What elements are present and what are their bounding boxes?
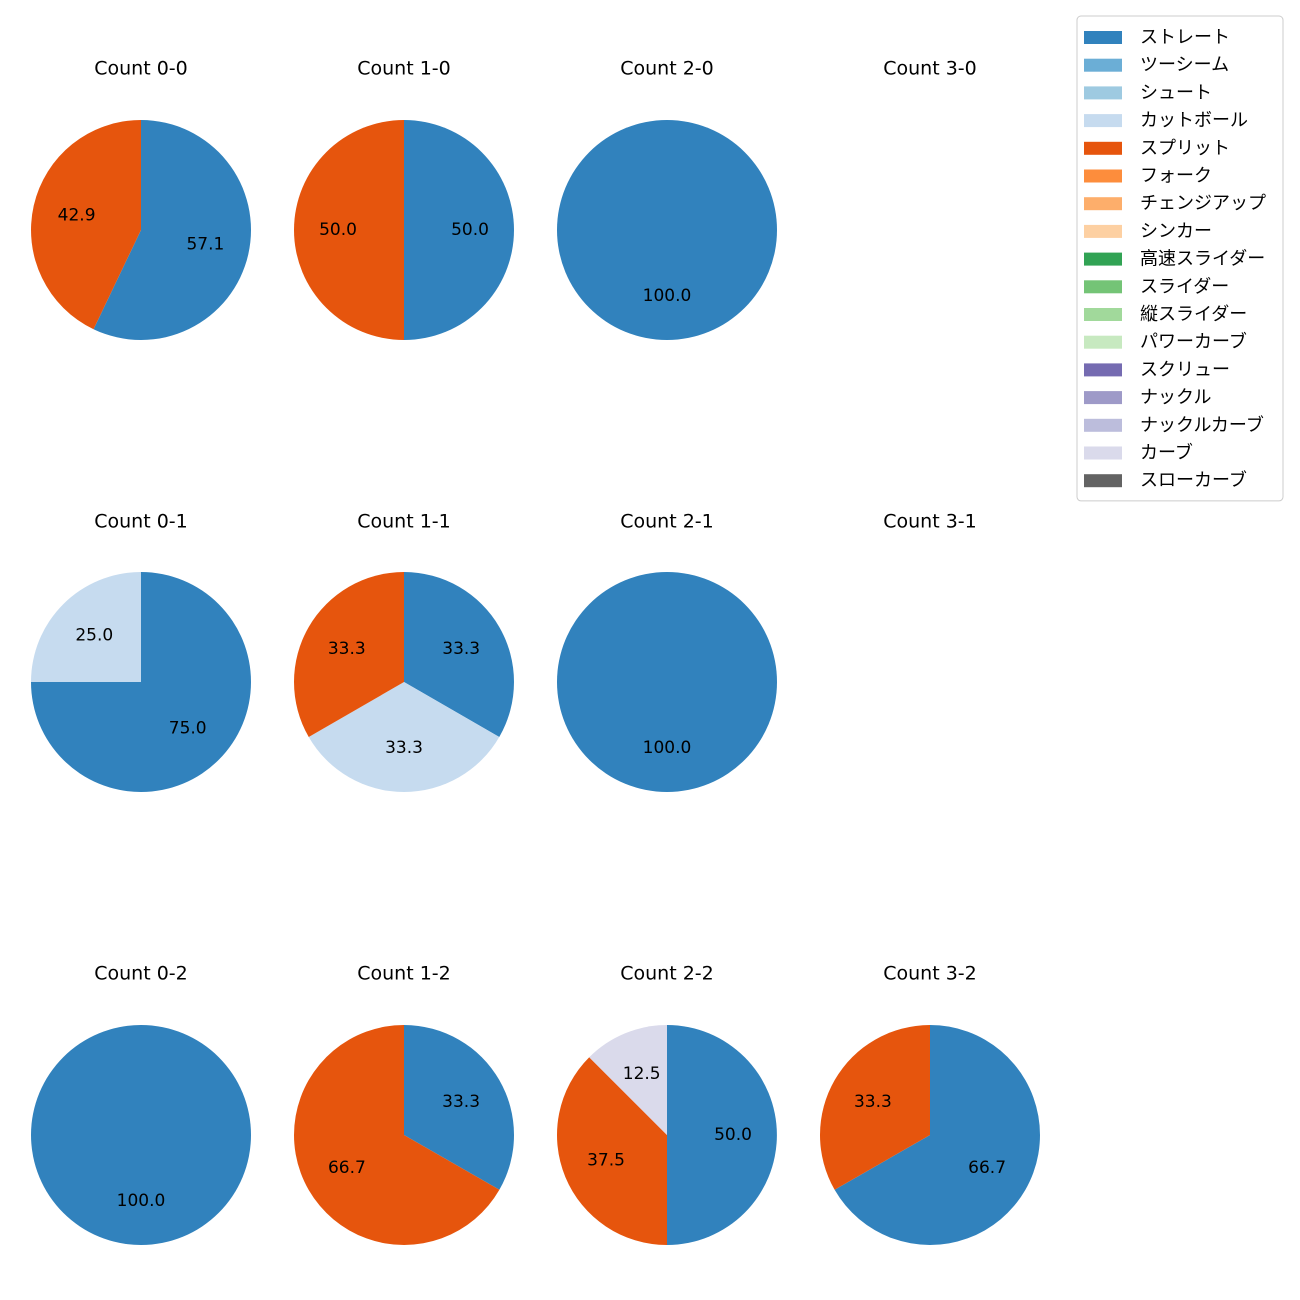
pie-slice-count-1-0 — [294, 120, 404, 340]
pie-slice-label: 25.0 — [75, 625, 113, 645]
legend-swatch — [1084, 86, 1122, 100]
pie-count-0-1: Count 0-1 75.0 25.0 — [31, 511, 251, 792]
pie-title: Count 1-0 — [357, 58, 451, 80]
pie-title: Count 3-0 — [883, 58, 977, 80]
pie-slice-count-2-2 — [589, 1025, 667, 1135]
legend-swatch — [1084, 280, 1122, 294]
legend-entry-label: ナックル — [1140, 387, 1211, 408]
pie-slice-label: 33.3 — [385, 738, 423, 758]
legend-swatch — [1084, 335, 1122, 349]
pie-slice-label: 66.7 — [328, 1158, 366, 1178]
pie-title: Count 1-2 — [357, 963, 451, 985]
pie-count-3-1: Count 3-1 — [883, 511, 977, 533]
pie-slice-count-0-1 — [31, 572, 141, 682]
pie-count-3-2: Count 3-2 66.7 33.3 — [819, 963, 1040, 1245]
pie-count-3-0: Count 3-0 — [883, 58, 977, 80]
pie-slice-label: 50.0 — [319, 220, 357, 240]
pie-title: Count 1-1 — [357, 511, 451, 533]
pie-slice-count-2-2 — [557, 1057, 667, 1245]
pie-slice-label: 42.9 — [58, 205, 96, 225]
legend-entry-label: スライダー — [1140, 276, 1229, 297]
pie-title: Count 2-1 — [620, 511, 714, 533]
pie-count-1-0: Count 1-0 50.0 50.0 — [294, 58, 514, 340]
legend-entry-label: スプリット — [1140, 138, 1230, 159]
legend-entry-label: カットボール — [1140, 110, 1248, 131]
pie-slice-label: 33.3 — [328, 639, 366, 659]
pie-slice-count-1-2 — [404, 1025, 515, 1190]
pie-slice-count-0-2 — [31, 1025, 251, 1245]
legend-swatch — [1084, 114, 1122, 128]
pie-slice-count-2-0 — [557, 120, 777, 340]
pie-title: Count 2-2 — [620, 963, 714, 985]
legend-swatch — [1084, 391, 1122, 405]
legend-swatch — [1084, 418, 1122, 432]
pie-slice-label: 75.0 — [169, 719, 207, 739]
pie-title: Count 0-1 — [94, 511, 188, 533]
pie-slice-count-1-1 — [308, 682, 500, 792]
pie-slice-label: 33.3 — [442, 639, 480, 659]
pie-slice-label: 50.0 — [714, 1125, 752, 1145]
legend-entry-label: スローカーブ — [1140, 469, 1247, 491]
pie-slice-count-1-1 — [294, 572, 404, 737]
legend-entry-label: カーブ — [1140, 442, 1193, 464]
pie-title: Count 0-0 — [94, 58, 188, 80]
pie-slice-label: 57.1 — [186, 235, 224, 255]
legend-entry-label: フォーク — [1140, 166, 1212, 187]
legend-entry-label: シンカー — [1140, 221, 1212, 242]
pie-slice-count-2-1 — [557, 572, 777, 792]
pie-title: Count 3-1 — [883, 511, 977, 533]
legend-entry-label: ストレート — [1140, 27, 1230, 48]
pie-slice-label: 33.3 — [442, 1092, 480, 1112]
legend-swatch — [1084, 197, 1122, 211]
legend-entry-label: ナックルカーブ — [1140, 414, 1264, 436]
legend-swatch — [1084, 363, 1122, 377]
legend-entry-label: チェンジアップ — [1140, 193, 1266, 214]
pie-slice-label: 66.7 — [968, 1158, 1006, 1178]
legend-swatch — [1084, 169, 1122, 183]
pie-slice-label: 37.5 — [587, 1150, 625, 1170]
pie-slice-label: 100.0 — [117, 1191, 166, 1211]
pie-title: Count 2-0 — [620, 58, 714, 80]
pie-title: Count 0-2 — [94, 963, 188, 985]
legend-swatch — [1084, 308, 1122, 321]
legend-swatch — [1084, 474, 1122, 488]
legend-entry-label: パワーカーブ — [1140, 331, 1247, 353]
legend-frame — [1076, 15, 1284, 502]
legend-entry-label: シュート — [1140, 82, 1212, 103]
pie-slice-label: 100.0 — [643, 738, 692, 758]
legend-swatch — [1084, 446, 1122, 460]
legend-swatch — [1084, 58, 1122, 72]
pie-slice-count-1-0 — [404, 120, 514, 340]
legend-entry-label: 高速スライダー — [1140, 249, 1265, 270]
pie-count-1-1: Count 1-1 33.3 33.3 33.3 — [294, 511, 514, 792]
legend-entry-label: 縦スライダー — [1140, 304, 1247, 325]
pie-count-1-2: Count 1-2 33.3 66.7 — [294, 963, 515, 1245]
pie-slice-count-3-2 — [834, 1025, 1040, 1245]
pie-slice-count-0-0 — [31, 120, 141, 330]
pie-slice-count-1-2 — [294, 1025, 500, 1245]
pie-count-0-2: Count 0-2 100.0 — [31, 963, 251, 1245]
pie-slice-count-1-1 — [404, 572, 514, 737]
pie-slice-label: 50.0 — [451, 220, 489, 240]
pie-slice-label: 12.5 — [623, 1064, 661, 1084]
pie-count-0-0: Count 0-0 57.1 42.9 — [31, 58, 252, 340]
pie-slice-count-3-2 — [819, 1025, 930, 1190]
legend-swatch — [1084, 252, 1122, 266]
legend-swatch — [1084, 141, 1122, 155]
legend-swatch — [1084, 224, 1122, 238]
pie-slice-count-0-0 — [93, 120, 252, 340]
pie-count-2-1: Count 2-1 100.0 — [557, 511, 777, 792]
legend-swatch — [1084, 31, 1122, 44]
pie-count-2-0: Count 2-0 100.0 — [557, 58, 777, 340]
pie-title: Count 3-2 — [883, 963, 977, 985]
legend-entry-label: スクリュー — [1140, 359, 1230, 380]
pie-slice-label: 33.3 — [854, 1092, 892, 1112]
pie-count-2-2: Count 2-2 50.0 37.5 12.5 — [557, 963, 777, 1245]
legend: ストレートツーシームシュートカットボールスプリットフォークチェンジアップシンカー… — [1076, 15, 1284, 502]
legend-entry-label: ツーシーム — [1140, 55, 1229, 76]
pie-slice-label: 100.0 — [643, 286, 692, 306]
pie-slice-count-2-2 — [667, 1025, 777, 1245]
